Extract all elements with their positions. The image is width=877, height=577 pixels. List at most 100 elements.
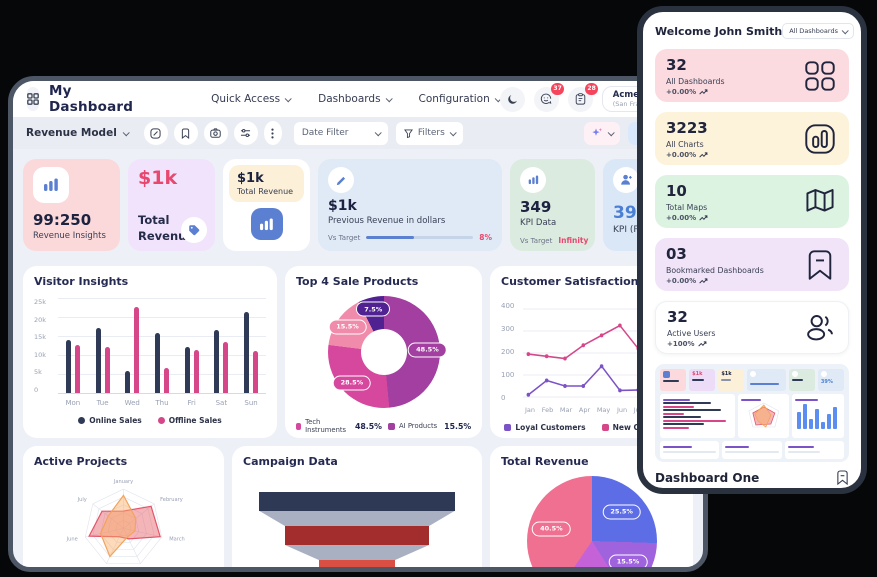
stat-label: Active Users — [667, 329, 716, 338]
chevron-down-icon — [122, 128, 130, 136]
dashboard-preview-thumbnail[interactable]: $1k $1k 39% — [655, 364, 849, 462]
kpi-label: Revenue Insights — [33, 231, 106, 241]
dashboard-toolbar: Revenue Model Date Filter — [13, 117, 703, 149]
top-sale-products-chart-card: Top 4 Sale Products 48.5% 28.5% 15.5% 7.5% … — [285, 266, 482, 438]
view-dashboard-link[interactable]: View Dashboard — [753, 491, 849, 494]
stat-delta: +0.00% — [666, 214, 708, 222]
users-icon — [801, 312, 837, 344]
kebab-menu-icon — [271, 128, 274, 138]
donut-chart: 48.5% 28.5% 15.5% 7.5% — [327, 296, 447, 408]
more-options-button[interactable] — [263, 121, 282, 145]
apps-grid-icon[interactable] — [27, 87, 39, 111]
chart-title: Customer Satisfaction — [501, 275, 639, 288]
bookmark-icon[interactable] — [836, 470, 849, 485]
y-axis-labels: 400 300 200 100 0 — [501, 302, 515, 402]
page-title: My Dashboard — [49, 83, 134, 115]
legend-online-sales[interactable]: Online Sales — [78, 416, 142, 425]
nav-dashboards[interactable]: Dashboards — [318, 93, 393, 105]
campaign-data-chart-card: Campaign Data — [232, 446, 482, 567]
preview-bar-chart — [792, 394, 845, 438]
kpi-card-total-revenue-2: $1k Total Revenue — [223, 159, 310, 251]
clipboard-icon — [575, 93, 586, 105]
stat-card-all-charts[interactable]: 3223 All Charts +0.00% — [655, 112, 849, 165]
screenshot-button[interactable] — [203, 121, 228, 145]
legend-dot — [157, 417, 165, 424]
chevron-down-icon — [841, 26, 849, 34]
model-selector[interactable]: Revenue Model — [26, 127, 130, 139]
x-axis-labels: Mon Tue Wed Thu Fri Sat Sun — [65, 399, 258, 407]
kpi-label: Total Revenue — [237, 187, 294, 196]
funnel-icon — [403, 128, 413, 138]
legend-ai-products[interactable]: AI Products 15.5% — [388, 418, 474, 434]
toolbar-actions — [143, 121, 282, 145]
legend-offline-sales[interactable]: Offline Sales — [157, 416, 222, 425]
chat-smiley-icon — [541, 93, 552, 104]
dark-mode-button[interactable] — [499, 86, 525, 112]
stat-label: Bookmarked Dashboards — [666, 266, 764, 275]
progress-track — [366, 236, 474, 239]
kpi-label: Total Revenue — [138, 213, 195, 243]
preview-radar-chart — [737, 394, 790, 438]
stat-value: 32 — [666, 56, 687, 74]
ai-assist-button[interactable] — [584, 121, 621, 145]
target-label: Vs Target — [328, 233, 361, 242]
radar-chart: January February March April May June July — [66, 479, 185, 564]
chart-title: Top 4 Sale Products — [296, 275, 419, 288]
svg-text:March: March — [169, 536, 185, 542]
edit-button[interactable] — [143, 121, 168, 145]
feedback-button[interactable]: 37 — [533, 82, 564, 112]
tasks-button[interactable]: 28 — [567, 82, 598, 112]
funnel-chart — [251, 492, 463, 567]
kpi-label: KPI (Per — [613, 225, 648, 235]
stat-delta: +0.00% — [666, 151, 708, 159]
stat-card-active-users[interactable]: 32 Active Users +100% — [655, 301, 849, 354]
visitor-insights-chart-card: Visitor Insights 25k 20k 15k 10k 5k 0 Mon Tue W… — [23, 266, 277, 438]
bookmark-button[interactable] — [173, 121, 198, 145]
svg-text:January: January — [113, 479, 133, 485]
main-nav: Quick Access Dashboards Configuration — [211, 93, 502, 105]
stat-card-bookmarked-dashboards[interactable]: 03 Bookmarked Dashboards +0.00% — [655, 238, 849, 291]
window-header: My Dashboard Quick Access Dashboards Con… — [13, 81, 703, 117]
stat-delta: +0.00% — [666, 277, 764, 285]
stat-card-all-dashboards[interactable]: 32 All Dashboards +0.00% — [655, 49, 849, 102]
kpi-card-revenue-insights: 99:250 Revenue Insights — [23, 159, 120, 251]
svg-text:February: February — [160, 497, 183, 503]
map-icon — [802, 186, 838, 218]
bar-plot-area — [58, 298, 266, 394]
kpi-value: 349 — [520, 198, 552, 216]
chevron-down-icon — [284, 94, 292, 102]
filters-select[interactable]: Filters — [395, 121, 463, 145]
preview-hbar-chart — [660, 394, 735, 438]
panel-dashboard-selector[interactable]: All Dashboards — [782, 23, 854, 39]
total-revenue-chart-card: Total Revenue 25.5%15.5%18.5%40.5% — [490, 446, 693, 567]
stat-label: All Dashboards — [666, 77, 725, 86]
slice-label: 40.5% — [532, 521, 571, 537]
chart-frame-icon — [802, 123, 838, 155]
chevron-right-icon — [843, 493, 850, 494]
legend-tech-instruments[interactable]: Tech Instruments 48.5% — [296, 418, 382, 434]
nav-configuration[interactable]: Configuration — [419, 93, 502, 105]
chart-title: Visitor Insights — [34, 275, 129, 288]
notification-badge: 28 — [585, 82, 598, 95]
date-filter-select[interactable]: Date Filter — [293, 121, 388, 145]
moon-icon — [508, 94, 517, 104]
slice-label: 15.5% — [608, 554, 648, 567]
kpi-value: $1k — [237, 171, 264, 186]
legend-loyal-customers[interactable]: Loyal Customers — [504, 423, 586, 432]
camera-icon — [210, 128, 222, 138]
nav-quick-access[interactable]: Quick Access — [211, 93, 292, 105]
kpi-card-previous-revenue: $1k Previous Revenue in dollars Vs Targe… — [318, 159, 502, 251]
kpi-card-kpi-data: 349 KPI Data Vs Target Infinity — [510, 159, 595, 251]
kpi-value: 99:250 — [33, 211, 92, 229]
slice-label: 15.5% — [328, 319, 367, 335]
target-value: 8% — [479, 233, 492, 242]
dashboard-content: 99:250 Revenue Insights $1k Total Revenu… — [13, 149, 703, 567]
preview-charts-count: 54 Charts — [655, 492, 699, 495]
kpi-value: $1k — [328, 198, 357, 214]
edit-icon — [150, 127, 161, 139]
settings-sliders-button[interactable] — [233, 121, 258, 145]
stat-card-total-maps[interactable]: 10 Total Maps +0.00% — [655, 175, 849, 228]
bookmark-icon — [182, 128, 190, 139]
tag-icon — [181, 217, 207, 243]
charts-row-top: Visitor Insights 25k 20k 15k 10k 5k 0 Mon Tue W… — [23, 266, 693, 438]
